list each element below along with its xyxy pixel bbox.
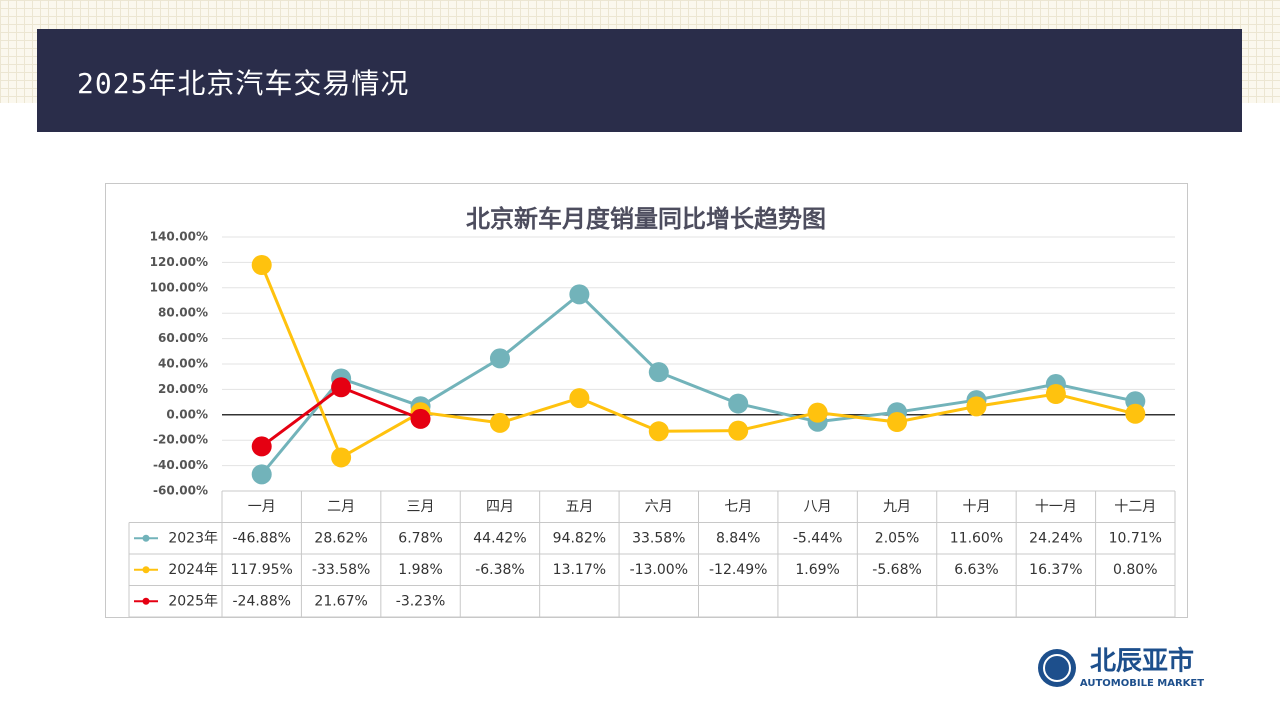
table-cell: 10.71% (1109, 530, 1162, 546)
x-tick-label: 十一月 (1035, 499, 1077, 515)
legend-swatch-dot (142, 534, 150, 542)
table-cell: 21.67% (314, 593, 367, 609)
x-tick-label: 四月 (486, 499, 514, 515)
x-tick-label: 三月 (407, 499, 435, 515)
table-cell: 1.98% (398, 562, 442, 578)
data-point (569, 388, 590, 409)
table-cell: 0.80% (1113, 562, 1157, 578)
data-point (331, 447, 352, 468)
y-tick-label: 120.00% (150, 255, 208, 269)
data-point (410, 408, 431, 429)
table-cell: 33.58% (632, 530, 685, 546)
data-point (887, 412, 908, 433)
logo-name: 北辰亚市 (1090, 646, 1194, 677)
y-tick-label: -60.00% (153, 484, 208, 498)
data-point (251, 436, 272, 457)
table-cell: 6.63% (954, 562, 998, 578)
series-line (260, 264, 1136, 460)
table-cell: 16.37% (1029, 562, 1082, 578)
y-tick-label: 0.00% (166, 407, 208, 421)
x-tick-label: 六月 (645, 499, 673, 515)
x-tick-label: 二月 (327, 499, 355, 515)
x-tick-label: 十二月 (1114, 499, 1156, 515)
table-cell: 2.05% (875, 530, 919, 546)
table-cell: -5.44% (793, 530, 843, 546)
data-point (251, 464, 272, 485)
x-tick-label: 一月 (248, 499, 276, 515)
table-cell: -5.68% (872, 562, 922, 578)
legend-label: 2023年 (168, 530, 218, 546)
data-point (1125, 403, 1146, 424)
legend-label: 2024年 (168, 562, 218, 578)
data-point (807, 402, 828, 423)
table-cell: -46.88% (232, 530, 290, 546)
y-tick-label: -40.00% (153, 458, 208, 472)
x-tick-label: 十月 (962, 499, 990, 515)
table-cell: 117.95% (231, 562, 293, 578)
data-point (648, 421, 669, 442)
x-tick-label: 八月 (804, 499, 832, 515)
header-title: 2025年北京汽车交易情况 (77, 67, 410, 100)
table-cell: 11.60% (950, 530, 1003, 546)
data-point (728, 393, 749, 414)
data-point (966, 396, 987, 417)
table-cell: -24.88% (232, 593, 290, 609)
series-line (260, 292, 1136, 476)
data-point (728, 420, 749, 441)
legend-swatch-dot (142, 566, 150, 574)
y-tick-label: 140.00% (150, 230, 208, 244)
table-cell: -6.38% (475, 562, 525, 578)
table-cell: 6.78% (398, 530, 442, 546)
data-point (251, 255, 272, 276)
table-cell: -33.58% (312, 562, 370, 578)
data-point (489, 348, 510, 369)
table-cell: -3.23% (396, 593, 446, 609)
chart-frame (105, 183, 1188, 618)
table-cell: -12.49% (709, 562, 767, 578)
y-tick-label: 60.00% (158, 331, 208, 345)
table-cell: 94.82% (553, 530, 606, 546)
legend-label: 2025年 (168, 593, 218, 609)
table-cell: 13.17% (553, 562, 606, 578)
data-point (648, 362, 669, 383)
data-point (331, 377, 352, 398)
table-cell: 8.84% (716, 530, 760, 546)
legend-swatch-dot (142, 597, 150, 605)
x-tick-label: 九月 (883, 499, 911, 515)
table-cell: 44.42% (473, 530, 526, 546)
table-cell: 28.62% (314, 530, 367, 546)
y-tick-label: 20.00% (158, 382, 208, 396)
x-tick-label: 七月 (724, 499, 752, 515)
y-tick-label: 80.00% (158, 306, 208, 320)
data-point (569, 284, 590, 305)
chart-title: 北京新车月度销量同比增长趋势图 (466, 205, 826, 233)
x-tick-label: 五月 (565, 499, 593, 515)
y-tick-label: 40.00% (158, 357, 208, 371)
header: 2025年北京汽车交易情况 (37, 29, 1242, 132)
table-cell: 24.24% (1029, 530, 1082, 546)
table-cell: 1.69% (795, 562, 839, 578)
logo-icon-ring (1043, 654, 1071, 682)
logo: 北辰亚市 AUTOMOBILE MARKET (1038, 646, 1204, 689)
data-point (489, 412, 510, 433)
y-tick-label: 100.00% (150, 280, 208, 294)
table-cell: -13.00% (630, 562, 688, 578)
logo-subtitle: AUTOMOBILE MARKET (1080, 678, 1204, 689)
data-point (1045, 384, 1066, 405)
y-tick-label: -20.00% (153, 433, 208, 447)
